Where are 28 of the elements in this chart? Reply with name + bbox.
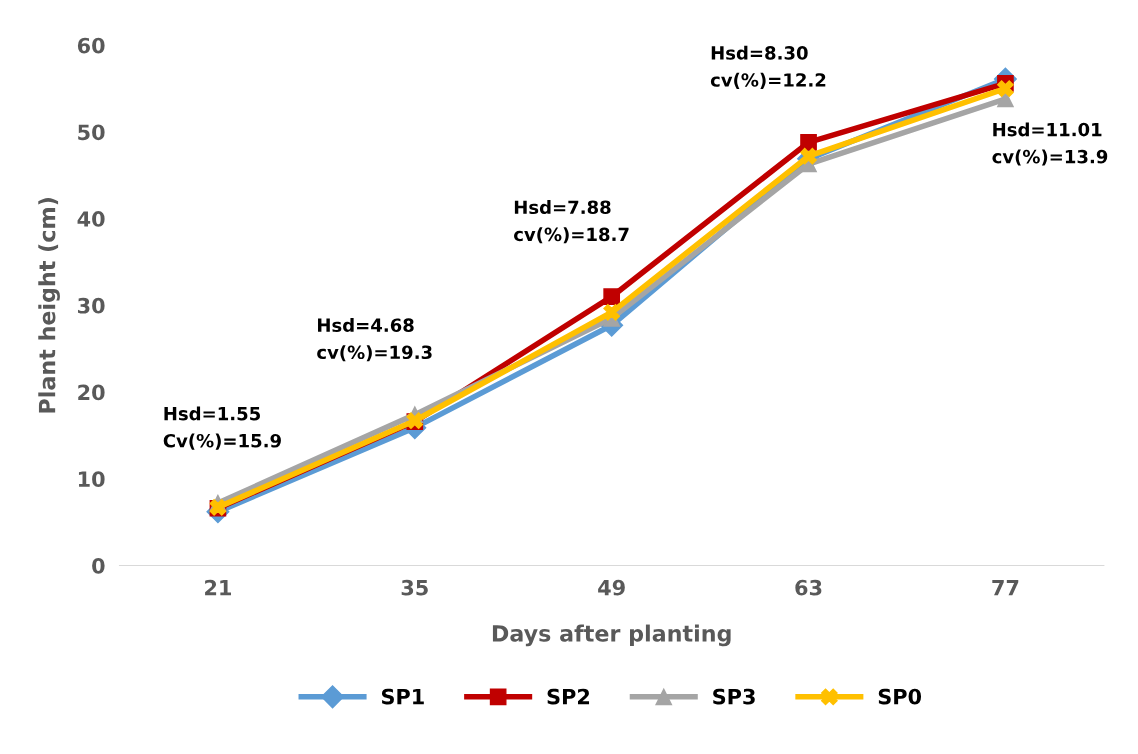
x-tick-label: 21 xyxy=(205,579,231,596)
y-axis-title: Plant height (cm) xyxy=(38,198,60,413)
annotation: Hsd=8.30 cv(%)=12.2 xyxy=(710,45,826,89)
point xyxy=(603,288,621,306)
legend-label: SP2 xyxy=(547,688,590,705)
x-tick-label: 35 xyxy=(401,579,428,596)
point xyxy=(997,80,1014,97)
y-tick-label: 10 xyxy=(78,471,105,487)
y-tick-label: 30 xyxy=(78,297,105,314)
point xyxy=(800,147,817,165)
x-tick-label: 49 xyxy=(598,579,625,596)
y-tick-label: 60 xyxy=(77,37,105,54)
y-tick-label: 0 xyxy=(92,557,105,574)
y-tick-label: 40 xyxy=(77,211,105,227)
legend-label: SP3 xyxy=(713,688,755,705)
annotation: Hsd=4.68 cv(%)=19.3 xyxy=(317,318,432,362)
point xyxy=(800,134,817,151)
x-tick-label: 63 xyxy=(795,579,822,596)
legend-label: SP0 xyxy=(878,688,922,705)
y-tick-label: 50 xyxy=(78,124,105,141)
annotation: Hsd=11.01 cv(%)=13.9 xyxy=(992,122,1108,166)
x-tick-label: 77 xyxy=(992,580,1019,596)
point xyxy=(603,303,621,321)
annotation: Hsd=1.55 Cv(%)=15.9 xyxy=(163,406,281,450)
y-tick-label: 20 xyxy=(78,384,105,401)
annotation: Hsd=7.88 cv(%)=18.7 xyxy=(514,200,629,244)
legend-label: SP1 xyxy=(381,688,424,705)
x-axis-title: Days after planting xyxy=(492,624,731,647)
